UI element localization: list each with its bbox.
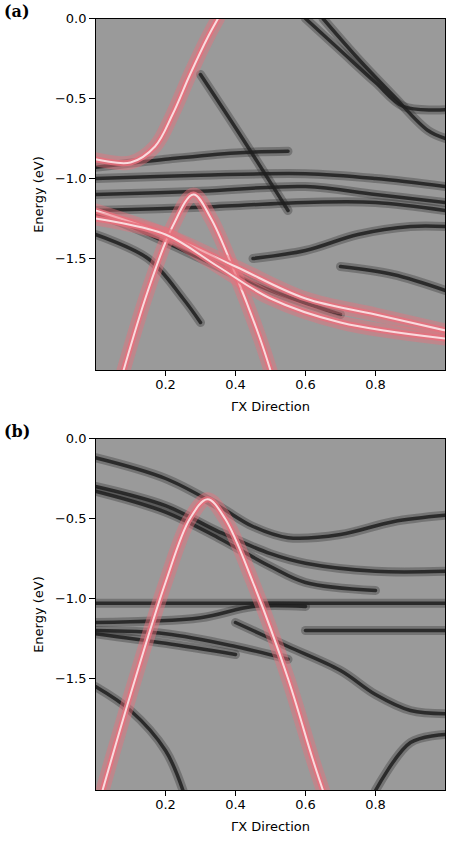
svg-text:0.8: 0.8: [365, 377, 386, 392]
svg-text:0.0: 0.0: [66, 11, 87, 26]
svg-text:0.2: 0.2: [155, 377, 176, 392]
html-text:(a): (a): [4, 2, 30, 21]
svg-text:0.0: 0.0: [66, 431, 87, 446]
html-text:(b): (b): [4, 422, 31, 441]
svg-text:ΓX Direction: ΓX Direction: [231, 819, 310, 834]
svg-text:0.8: 0.8: [365, 797, 386, 812]
svg-text:0.6: 0.6: [295, 377, 316, 392]
svg-text:0.2: 0.2: [155, 797, 176, 812]
svg-text:−0.5: −0.5: [55, 91, 87, 106]
svg-text:ΓX Direction: ΓX Direction: [231, 399, 310, 414]
svg-text:−1.5: −1.5: [55, 671, 87, 686]
svg-text:−0.5: −0.5: [55, 511, 87, 526]
svg-text:−1.5: −1.5: [55, 251, 87, 266]
svg-text:Energy (eV): Energy (eV): [31, 576, 46, 653]
svg-text:Energy (eV): Energy (eV): [31, 156, 46, 233]
svg-text:−1.0: −1.0: [55, 171, 87, 186]
svg-text:−1.0: −1.0: [55, 591, 87, 606]
svg-text:0.4: 0.4: [225, 377, 246, 392]
svg-text:0.6: 0.6: [295, 797, 316, 812]
svg-text:0.4: 0.4: [225, 797, 246, 812]
